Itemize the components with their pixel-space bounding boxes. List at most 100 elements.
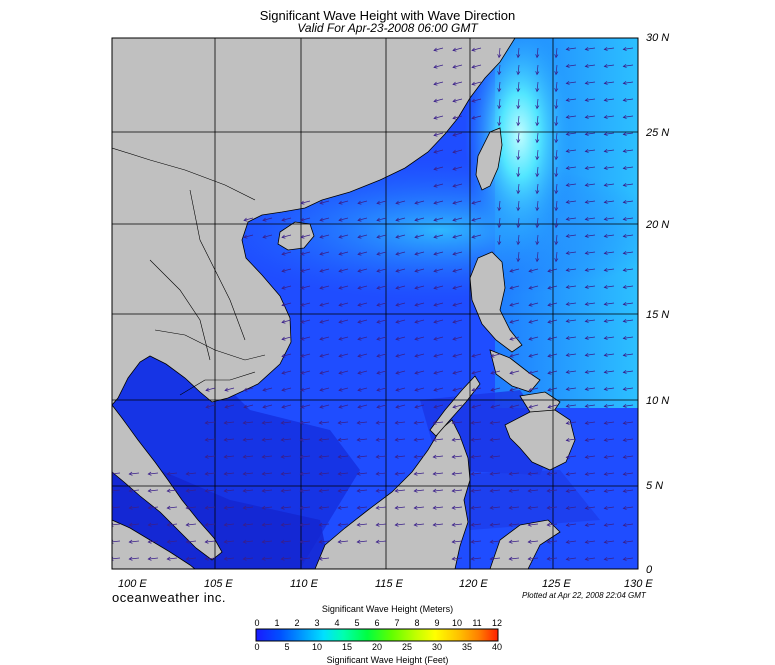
wave-direction-arrow xyxy=(395,370,406,375)
wave-direction-arrow xyxy=(497,200,502,212)
lon-label: 115 E xyxy=(375,578,403,590)
wave-direction-arrow xyxy=(433,302,444,307)
wave-direction-arrows xyxy=(112,46,634,561)
wave-direction-arrow xyxy=(584,488,596,493)
wave-direction-arrow xyxy=(470,454,482,459)
wave-direction-arrow xyxy=(261,488,273,493)
palawan-island xyxy=(429,375,481,437)
wave-direction-arrow xyxy=(413,471,425,476)
mindanao-island xyxy=(504,409,576,471)
wave-direction-arrow xyxy=(490,370,501,375)
wave-direction-arrow xyxy=(375,471,387,476)
wave-direction-arrow xyxy=(376,285,387,290)
wave-direction-arrow xyxy=(584,403,596,408)
map-subtitle: Valid For Apr-23-2008 06:00 GMT xyxy=(297,21,478,35)
wave-direction-arrow xyxy=(497,115,502,127)
wave-direction-arrow xyxy=(554,47,559,59)
wave-direction-arrow xyxy=(603,165,615,170)
wave-direction-arrow xyxy=(584,114,596,119)
wave-direction-arrow xyxy=(337,454,349,459)
wave-direction-arrow xyxy=(205,387,216,392)
wave-direction-arrow xyxy=(281,234,292,239)
wave-direction-arrow xyxy=(395,200,406,205)
colorbar-tick-feet: 40 xyxy=(491,642,502,652)
wave-direction-arrow xyxy=(433,336,444,341)
wave-direction-arrow xyxy=(281,217,292,222)
wave-direction-arrow xyxy=(262,234,273,239)
wave-direction-arrow xyxy=(319,302,330,307)
wave-direction-arrow xyxy=(281,336,292,341)
wave-direction-arrow xyxy=(622,80,634,85)
wave-direction-arrow xyxy=(603,539,615,544)
wave-direction-arrow xyxy=(554,98,559,110)
brand-label: oceanweather inc. xyxy=(112,590,227,605)
sumatra xyxy=(112,519,196,569)
wave-direction-arrow xyxy=(565,182,577,187)
wave-direction-arrow xyxy=(433,217,444,222)
wave-direction-arrow xyxy=(375,522,387,527)
wave-direction-arrow xyxy=(338,353,349,358)
wave-direction-arrow xyxy=(452,200,463,205)
wave-direction-arrow xyxy=(356,505,368,510)
wave-direction-arrow xyxy=(622,318,634,323)
wave-direction-arrow xyxy=(451,505,463,510)
wave-direction-arrow xyxy=(535,234,540,246)
wave-direction-arrow xyxy=(261,471,273,476)
wave-direction-arrow xyxy=(622,284,634,289)
wave-direction-arrow xyxy=(565,539,577,544)
wave-direction-arrow xyxy=(622,471,634,476)
wave-direction-arrow xyxy=(337,420,349,425)
wave-direction-arrow xyxy=(565,199,577,204)
wave-direction-arrow xyxy=(516,132,521,144)
wave-direction-arrow xyxy=(535,115,540,127)
wave-direction-arrow xyxy=(603,250,615,255)
wave-direction-arrow xyxy=(497,234,502,246)
wave-direction-arrow xyxy=(622,386,634,391)
wave-direction-arrow xyxy=(603,63,615,68)
wave-direction-arrow xyxy=(337,505,349,510)
wave-direction-arrow xyxy=(128,539,140,544)
wave-direction-arrow xyxy=(204,556,216,561)
colorbar-tick-feet: 25 xyxy=(401,642,412,652)
wave-direction-arrow xyxy=(489,471,501,476)
lat-label: 5 N xyxy=(646,480,664,492)
wave-direction-arrow xyxy=(261,437,273,442)
wave-direction-arrow xyxy=(554,234,559,246)
wave-direction-arrow xyxy=(489,505,501,510)
wave-direction-arrow xyxy=(375,505,387,510)
wave-direction-arrow xyxy=(603,505,615,510)
wave-direction-arrow xyxy=(554,200,559,212)
wave-direction-arrow xyxy=(516,200,521,212)
wave-direction-arrow xyxy=(535,47,540,59)
wave-direction-arrow xyxy=(471,200,482,205)
wave-direction-arrow xyxy=(204,437,216,442)
wave-direction-arrow xyxy=(166,471,178,476)
wave-direction-arrow xyxy=(470,420,482,425)
lon-label: 125 E xyxy=(542,578,571,590)
wave-direction-arrow xyxy=(357,251,368,256)
wave-direction-arrow xyxy=(603,199,615,204)
wave-direction-arrow xyxy=(471,387,482,392)
colorbar-tick-feet: 30 xyxy=(431,642,442,652)
wave-direction-arrow xyxy=(147,556,159,561)
wave-direction-arrow xyxy=(451,420,463,425)
wave-direction-arrow xyxy=(622,131,634,136)
wave-direction-arrow xyxy=(242,556,254,561)
colorbar-tick-meters: 0 xyxy=(254,618,260,628)
wave-direction-arrow xyxy=(547,302,558,307)
wave-direction-arrow xyxy=(395,336,406,341)
wave-direction-arrow xyxy=(603,420,615,425)
wave-direction-arrow xyxy=(565,97,577,102)
wave-direction-arrow xyxy=(414,251,425,256)
wave-direction-arrow xyxy=(547,387,558,392)
visayas-islands-2 xyxy=(519,391,561,415)
wave-direction-arrow xyxy=(489,556,501,561)
wave-direction-arrow xyxy=(452,183,463,188)
wave-direction-arrow xyxy=(451,556,463,561)
wave-direction-arrow xyxy=(319,217,330,222)
wave-direction-arrow xyxy=(243,387,254,392)
wave-direction-arrow xyxy=(375,539,387,544)
wave-direction-arrow xyxy=(603,437,615,442)
lon-label: 130 E xyxy=(624,578,653,590)
wave-direction-arrow xyxy=(622,539,634,544)
